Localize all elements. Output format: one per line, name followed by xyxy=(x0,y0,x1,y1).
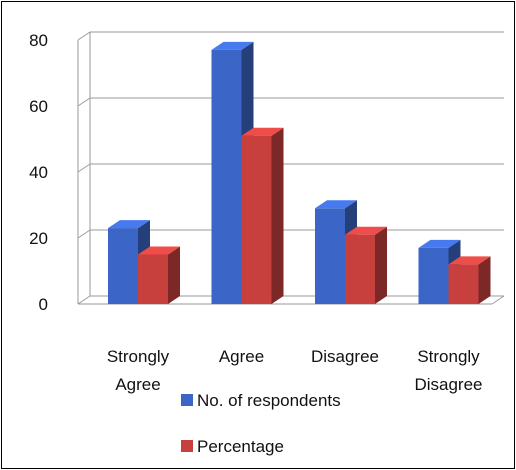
bar xyxy=(138,254,168,304)
bar-top xyxy=(138,246,180,255)
gridline-depth xyxy=(77,229,91,239)
bar-top xyxy=(418,239,461,248)
x-tick-label: Disagree xyxy=(414,375,482,394)
bar-top xyxy=(345,226,387,235)
bar-side xyxy=(375,226,387,304)
y-tick-label: 20 xyxy=(29,229,48,248)
bar-top xyxy=(315,200,357,209)
legend-label: No. of respondents xyxy=(197,391,341,410)
gridline-depth xyxy=(77,295,91,305)
bar xyxy=(345,234,375,304)
bar xyxy=(315,208,345,304)
y-tick-label: 80 xyxy=(29,31,48,50)
gridline-depth xyxy=(77,163,91,173)
x-tick-label: Agree xyxy=(115,375,160,394)
bar-top xyxy=(448,256,491,265)
bar-side xyxy=(478,256,491,304)
gridline-depth xyxy=(77,97,91,107)
y-tick-label: 40 xyxy=(29,163,48,182)
x-axis-depth-line xyxy=(491,295,505,305)
legend-swatch xyxy=(181,394,193,406)
bar xyxy=(418,247,449,304)
bar-top xyxy=(108,220,150,229)
bar-side xyxy=(271,127,284,304)
bar xyxy=(241,135,272,304)
y-tick-label: 60 xyxy=(29,97,48,116)
legend-swatch xyxy=(181,440,193,452)
bar-side xyxy=(168,246,180,304)
gridline-depth xyxy=(77,31,91,41)
x-tick-label: Strongly xyxy=(417,347,480,366)
x-tick-label: Disagree xyxy=(311,347,379,366)
bar xyxy=(108,228,138,304)
bar xyxy=(448,264,479,304)
y-tick-label: 0 xyxy=(39,295,48,314)
legend-label: Percentage xyxy=(197,437,284,456)
bar-top xyxy=(211,41,254,50)
x-tick-label: Agree xyxy=(219,347,264,366)
bar-top xyxy=(241,127,284,136)
x-tick-label: Strongly xyxy=(107,347,170,366)
bar xyxy=(211,49,242,305)
